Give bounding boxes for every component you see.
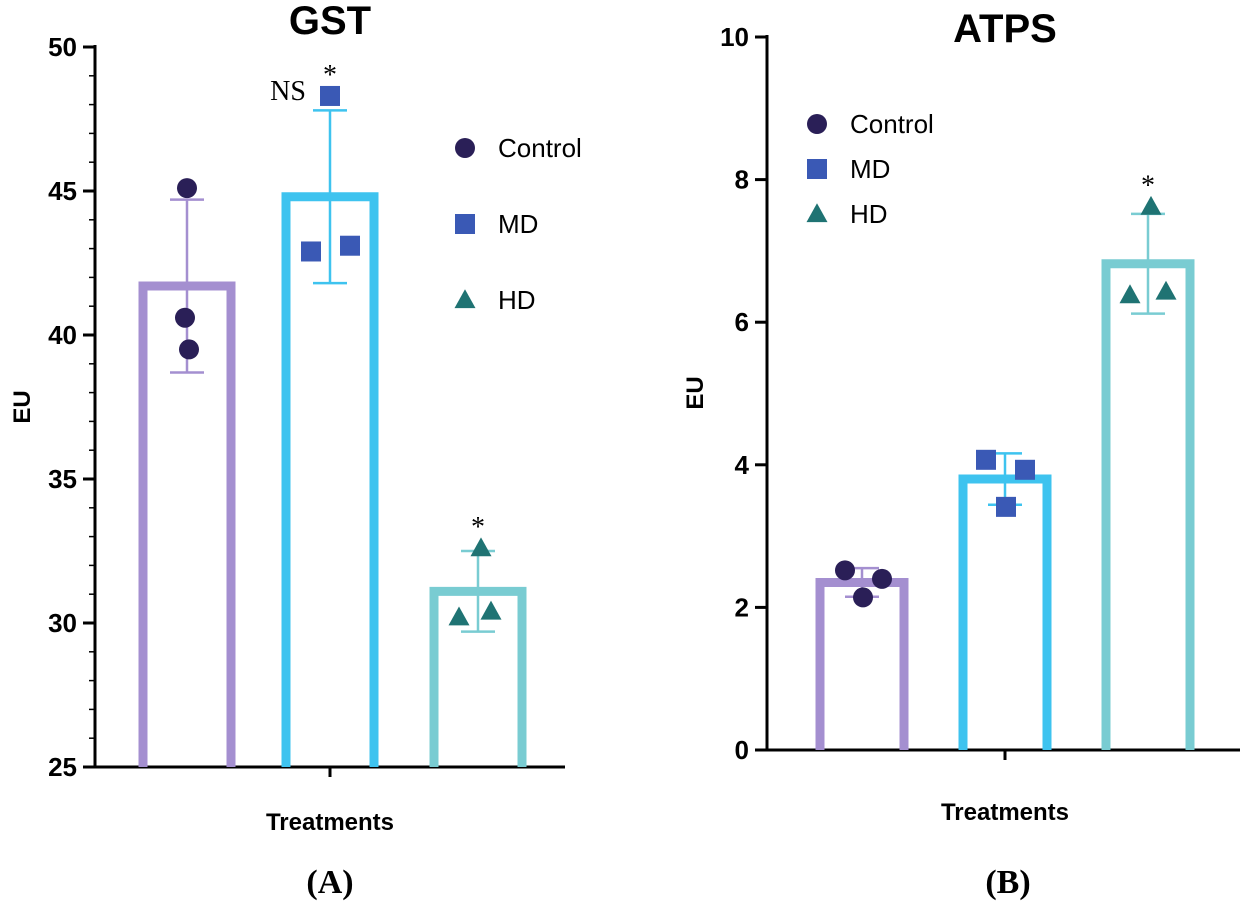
y-tick-label-gst: 50: [48, 32, 77, 62]
significance-star-md-gst: *: [323, 60, 337, 91]
y-tick-label-gst: 40: [48, 320, 77, 350]
data-point-md-atps: [996, 496, 1016, 517]
legend-marker-control-atps: [807, 114, 827, 134]
x-axis-label-atps: Treatments: [941, 799, 1069, 826]
data-point-control-atps: [872, 568, 892, 589]
y-tick-label-atps: 10: [720, 22, 749, 52]
legend-atps: Control MD HD: [806, 109, 934, 229]
y-tick-label-atps: 6: [735, 307, 749, 337]
y-tick-label-gst: 35: [48, 464, 77, 494]
panel-label-b: (B): [985, 864, 1030, 901]
data-point-hd-gst: [448, 606, 470, 626]
x-axis-label-gst: Treatments: [266, 809, 394, 836]
legend-marker-hd-gst: [454, 289, 476, 309]
data-point-hd-atps: [1140, 195, 1162, 215]
y-axis-label-gst: EU: [9, 390, 36, 423]
legend-label-control-gst: Control: [498, 133, 582, 163]
bar-control-atps: [815, 577, 909, 750]
y-axis-label-atps: EU: [682, 376, 709, 409]
data-point-control-atps: [835, 560, 855, 581]
legend-label-md-gst: MD: [498, 209, 538, 239]
panel-label-a: (A): [306, 864, 353, 901]
significance-star-hd-gst: *: [471, 512, 485, 543]
legend-label-hd-atps: HD: [850, 199, 888, 229]
y-tick-label-gst: 45: [48, 176, 77, 206]
y-tick-label-atps: 0: [735, 735, 749, 765]
data-point-md-atps: [1015, 459, 1035, 480]
legend-marker-md-gst: [455, 214, 475, 234]
significance-star-hd-atps: *: [1141, 171, 1155, 202]
data-point-control-atps: [853, 587, 873, 608]
y-tick-label-atps: 8: [735, 165, 749, 195]
data-point-hd-gst: [480, 600, 502, 620]
y-tick-label-gst: 25: [48, 752, 77, 782]
legend-label-control-atps: Control: [850, 109, 934, 139]
panel-a-gst: GST EU Treatments (A) 25 30 35 40 45 50 * NS * Co…: [9, 0, 582, 901]
data-point-md-gst: [301, 241, 321, 262]
plot-area-gst: 25 30 35 40 45 50 * NS * Control MD HD: [48, 32, 582, 782]
data-point-md-gst: [340, 235, 360, 256]
legend-marker-md-atps: [807, 159, 827, 179]
bar-hd-atps: [1101, 259, 1195, 750]
data-point-hd-atps: [1155, 280, 1177, 300]
data-point-control-gst: [175, 307, 195, 328]
data-point-hd-atps: [1119, 284, 1141, 304]
legend-marker-control-gst: [455, 138, 475, 158]
bar-md-atps: [958, 474, 1052, 750]
data-point-hd-gst: [470, 537, 492, 557]
legend-label-hd-gst: HD: [498, 285, 536, 315]
y-tick-label-atps: 4: [735, 450, 750, 480]
legend-label-md-atps: MD: [850, 154, 890, 184]
y-tick-label-atps: 2: [735, 592, 749, 622]
chart-title-atps: ATPS: [953, 7, 1057, 51]
y-tick-label-gst: 30: [48, 608, 77, 638]
plot-area-atps: 0 2 4 6 8 10 * Control MD HD: [720, 22, 1240, 765]
ns-annotation-md-gst: NS: [270, 76, 306, 107]
legend-marker-hd-atps: [806, 203, 828, 223]
chart-title-gst: GST: [289, 0, 371, 43]
data-point-md-gst: [320, 85, 340, 106]
legend-gst: Control MD HD: [454, 133, 582, 315]
data-point-md-atps: [976, 449, 996, 470]
data-point-control-gst: [179, 339, 199, 360]
panel-b-atps: ATPS EU Treatments (B) 0 2 4 6 8 10 * Control MD…: [682, 7, 1240, 901]
data-point-control-gst: [177, 178, 197, 199]
